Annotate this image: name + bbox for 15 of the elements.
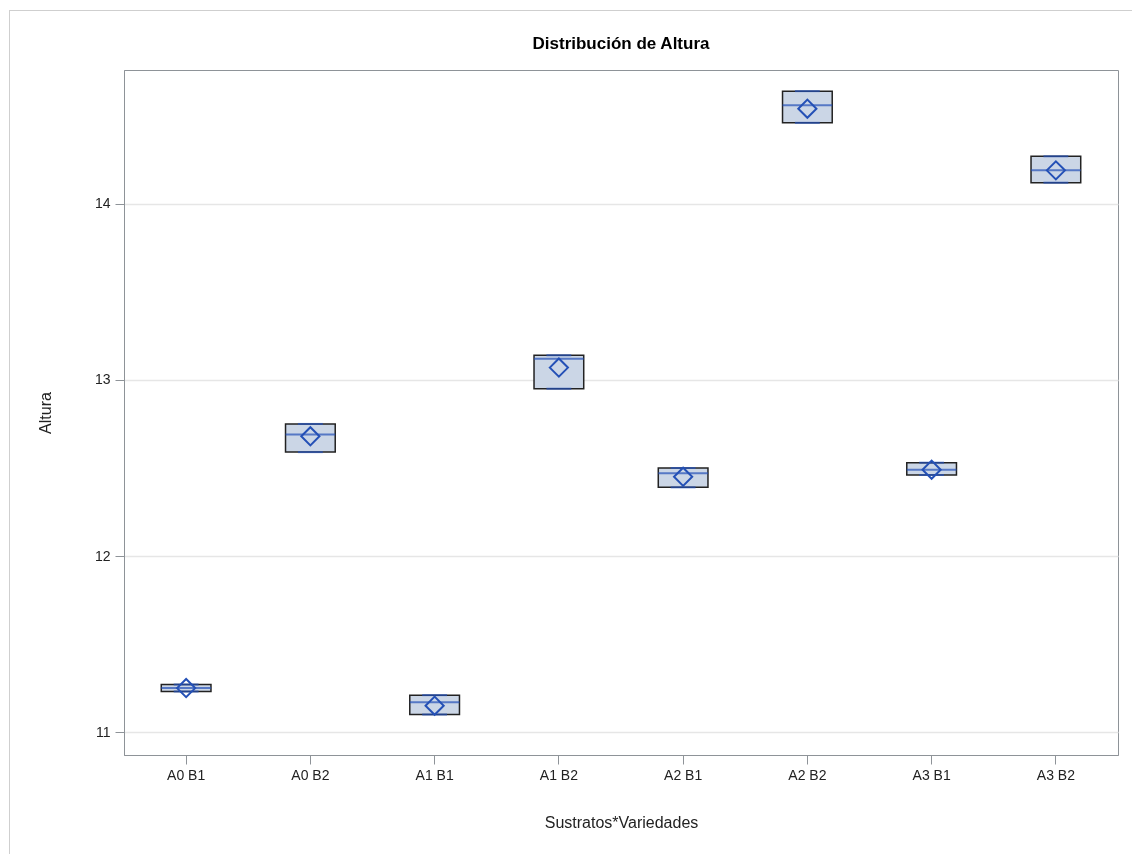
x-axis-title: Sustratos*Variedades	[544, 813, 699, 831]
y-tick-label: 11	[95, 723, 111, 740]
y-tick-label: 12	[94, 547, 111, 564]
x-tick-label: A2 B1	[664, 766, 703, 783]
x-tick-label: A0 B1	[167, 766, 206, 783]
y-tick-label: 13	[94, 371, 111, 388]
x-tick-label: A1 B1	[415, 766, 454, 783]
y-tick-label: 14	[94, 195, 111, 212]
x-tick-label: A3 B1	[912, 766, 951, 783]
x-tick-label: A3 B2	[1036, 766, 1076, 783]
x-tick-label: A0 B2	[291, 766, 330, 783]
chart-title: Distribución de Altura	[532, 34, 711, 53]
x-tick-label: A2 B2	[788, 766, 827, 783]
x-tick-label: A1 B2	[539, 766, 579, 783]
y-axis-title: Altura	[36, 392, 54, 434]
